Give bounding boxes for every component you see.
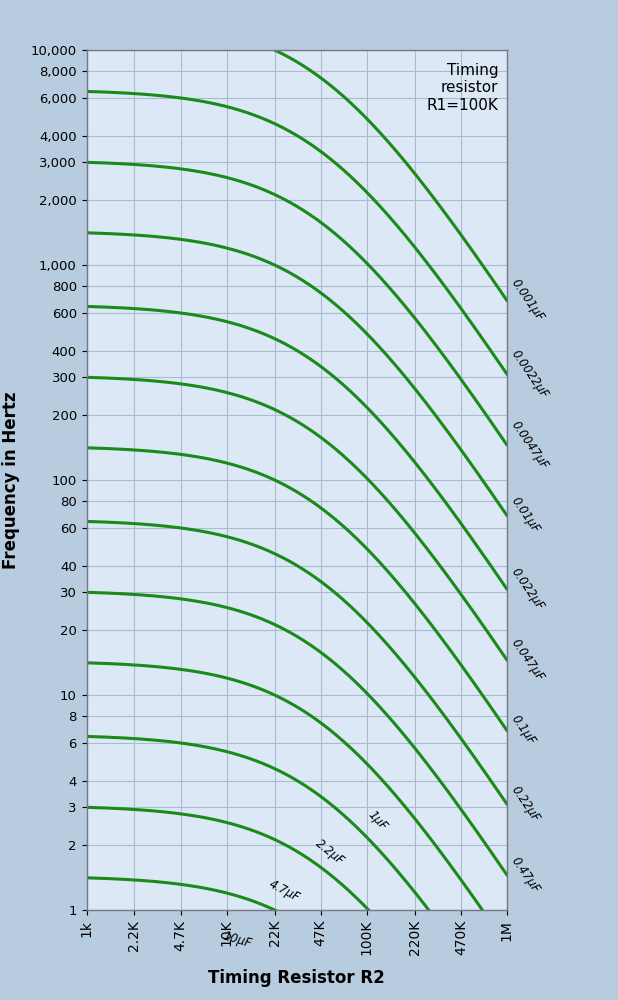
Text: Timing
resistor
R1=100K: Timing resistor R1=100K	[426, 63, 498, 113]
Text: 0.47μF: 0.47μF	[508, 854, 541, 895]
Text: 0.1μF: 0.1μF	[508, 713, 538, 748]
Text: 0.022μF: 0.022μF	[508, 565, 546, 612]
Text: 0.22μF: 0.22μF	[508, 783, 541, 824]
Text: 1μF: 1μF	[366, 809, 390, 833]
X-axis label: Timing Resistor R2: Timing Resistor R2	[208, 969, 385, 987]
Text: 0.001μF: 0.001μF	[508, 277, 546, 324]
Text: 0.0022μF: 0.0022μF	[508, 347, 550, 400]
Text: 4.7μF: 4.7μF	[267, 878, 302, 905]
Text: 2.2μF: 2.2μF	[313, 837, 347, 868]
Text: 10μF: 10μF	[222, 929, 253, 950]
Y-axis label: Frequency in Hertz: Frequency in Hertz	[2, 391, 20, 569]
Text: 0.01μF: 0.01μF	[508, 495, 541, 536]
Text: 0.047μF: 0.047μF	[508, 636, 546, 683]
Text: 0.0047μF: 0.0047μF	[508, 418, 550, 471]
